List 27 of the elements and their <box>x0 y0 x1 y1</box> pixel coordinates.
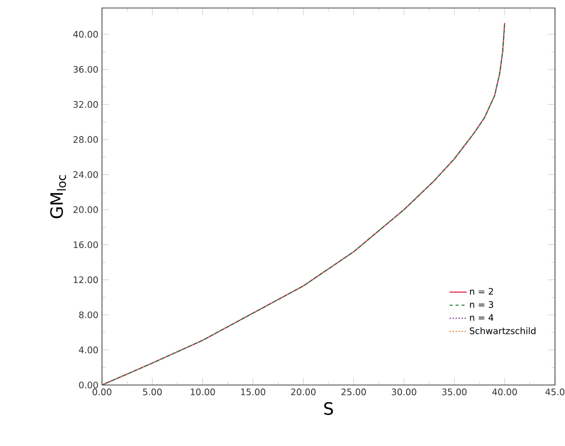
y-tick-label: 32.00 <box>73 101 98 108</box>
x-axis-title: S <box>324 402 333 415</box>
y-tick-label: 24.00 <box>73 171 98 178</box>
x-tick-label: 45.0 <box>545 388 564 396</box>
y-tick-label: 8.00 <box>79 311 98 318</box>
y-tick-label: 0.00 <box>79 382 98 388</box>
x-tick-label: 0.00 <box>92 388 112 396</box>
y-tick-label: 16.00 <box>74 241 98 248</box>
y-tick-label: 20.00 <box>73 206 98 214</box>
y-tick-label: 40.00 <box>73 30 98 38</box>
x-tick-label: 25.00 <box>341 388 366 396</box>
y-axis-title: GM$_{loc}$ <box>50 175 66 218</box>
y-tick-label: 12.00 <box>74 276 98 284</box>
x-tick-label: 40.00 <box>492 388 517 396</box>
x-tick-label: 35.00 <box>442 388 467 396</box>
x-tick-label: 10.00 <box>190 388 215 396</box>
y-tick-label: 28.00 <box>73 136 98 143</box>
x-tick-label: 20.00 <box>291 388 316 396</box>
x-tick-label: 30.00 <box>392 388 416 396</box>
legend-label: n = 4 <box>470 314 494 321</box>
y-tick-label: 4.00 <box>78 346 98 354</box>
x-tick-label: 15.00 <box>241 388 266 396</box>
x-tick-label: 5.00 <box>143 388 162 396</box>
legend-label: Schwartzschild <box>470 327 536 334</box>
legend-label: n = 2 <box>470 288 493 295</box>
y-tick-label: 36.00 <box>73 66 98 73</box>
legend-label: n = 3 <box>470 301 494 308</box>
